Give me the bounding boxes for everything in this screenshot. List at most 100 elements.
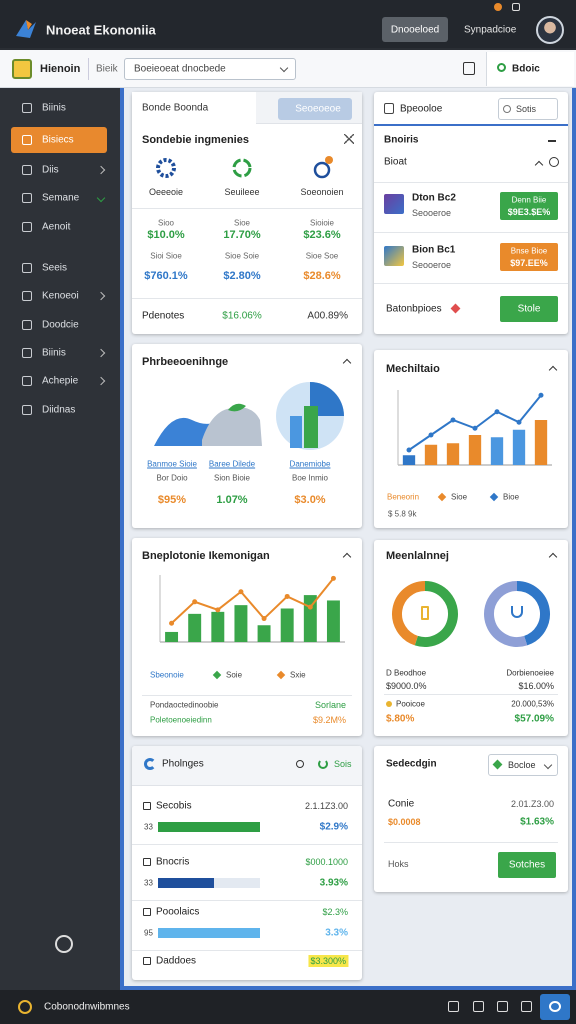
badge-label[interactable]: Bnse Bioe [510, 246, 548, 256]
legend-entry: Sioe [451, 492, 468, 502]
sidebar-item[interactable]: Bisiecs [42, 134, 74, 146]
filter-icon [503, 105, 511, 113]
badge-label[interactable]: Denn Biie [511, 195, 547, 205]
row-tag: 33 [144, 878, 153, 888]
icon-cycle [232, 158, 252, 178]
metric: $28.6% [303, 270, 341, 282]
line-point [192, 599, 198, 605]
sidebar-item[interactable]: Biinis [42, 347, 66, 359]
card-title: Bpeooloe [400, 103, 443, 115]
footer-label: Batonbpioes [386, 303, 442, 315]
sidebar-icon [22, 263, 32, 273]
chat-icon [549, 1001, 561, 1012]
badge-amount[interactable]: $97.EE% [510, 258, 548, 268]
metric: Sioe [233, 218, 251, 228]
sidebar-item[interactable]: Diis [42, 164, 59, 176]
legend-entry: Soie [226, 670, 243, 680]
sidebar-item[interactable]: Biinis [42, 102, 66, 114]
donut-chart [392, 581, 458, 647]
bar [424, 444, 438, 465]
line-point [450, 417, 456, 423]
collapse-icon[interactable] [548, 140, 556, 142]
card-title: Mechiltaio [386, 363, 440, 375]
toolbar-action-label[interactable]: Bdoic [512, 63, 540, 75]
chart-footer-value: $9.2M% [312, 715, 346, 725]
card-title: Phrbeeoenihnge [142, 356, 229, 368]
footer-icon[interactable] [473, 1001, 484, 1012]
sidebar-item[interactable]: Kenoeoi [42, 290, 79, 302]
filter-label[interactable]: Sotis [516, 104, 537, 114]
chart-note: $ 5.8 9k [388, 509, 417, 519]
select-field[interactable] [488, 754, 558, 776]
sidebar-active [11, 127, 107, 153]
donut-label: Pooicoe [396, 699, 425, 709]
item-badge[interactable] [500, 243, 558, 271]
account-name[interactable]: Synpadcioe [464, 24, 517, 36]
row-icon [143, 858, 151, 866]
bar [280, 608, 294, 642]
row-name: Pooolaics [156, 906, 200, 918]
footer-icon[interactable] [448, 1001, 459, 1012]
sidebar-icon [22, 348, 32, 358]
download-label[interactable]: Dnooeloed [390, 24, 440, 36]
line-series [170, 577, 335, 624]
donut-chart [484, 581, 550, 647]
setting-date: 2.01.Z3.00 [510, 799, 554, 809]
filter-label[interactable]: Sois [334, 759, 352, 769]
chart-plot [159, 575, 345, 643]
save-label[interactable]: Sotches [508, 859, 546, 871]
sidebar-icon [22, 165, 32, 175]
search-label[interactable]: Seoeoeoe [295, 103, 341, 115]
bar [512, 429, 526, 465]
metric: $10.0% [147, 229, 185, 241]
tab-label[interactable]: Bonde Boonda [142, 102, 209, 114]
divider [132, 844, 362, 845]
sidebar-icon [22, 135, 32, 145]
top-bar [0, 0, 576, 48]
line-point [261, 616, 267, 622]
row-name: Daddoes [156, 955, 197, 967]
toolbar-icon [12, 59, 32, 79]
badge-amount[interactable]: $9E3.$E% [507, 207, 551, 217]
avatar[interactable] [536, 16, 564, 44]
download-button[interactable] [382, 17, 448, 42]
sidebar-item[interactable]: Semane [42, 192, 80, 204]
refresh-icon [318, 759, 328, 769]
chart-footer-value: Sorlane [314, 700, 346, 710]
row-meta: $3.300% [308, 955, 348, 967]
sidebar-item[interactable]: Seeis [42, 262, 68, 274]
item-name: Dton Bc2 [412, 192, 456, 204]
footer-icon[interactable] [497, 1001, 508, 1012]
donut-value: $57.09% [514, 713, 554, 725]
section-subtitle: Bioat [384, 156, 407, 168]
action-label[interactable]: Stole [517, 303, 541, 315]
overview-label: Baree Dilede [208, 459, 256, 469]
metric: Sioe Soe [305, 251, 339, 261]
action-button[interactable] [500, 296, 558, 322]
sidebar-item[interactable]: Aenoit [42, 221, 71, 233]
bar [402, 455, 416, 465]
card [132, 92, 362, 334]
row-meta: $2.3% [322, 907, 348, 917]
select-field[interactable] [124, 58, 296, 80]
sidebar-icon [22, 376, 32, 386]
select-value[interactable]: Boeieoeat dnocbede [134, 63, 226, 75]
summary-icons [156, 156, 333, 179]
sidebar-item[interactable]: Diidnas [42, 404, 76, 416]
donut-center-icon [511, 606, 523, 618]
sidebar-item[interactable]: Achepie [42, 375, 79, 387]
sidebar-item[interactable]: Doodcie [42, 319, 79, 331]
donut-label: $9000.0% [386, 681, 427, 691]
footer-icon[interactable] [521, 1001, 532, 1012]
search-button[interactable] [278, 98, 352, 120]
select-value[interactable]: Bocloe [508, 760, 536, 770]
icon-label: Soeonoien [300, 187, 344, 197]
item-badge[interactable] [500, 192, 558, 220]
filter-select[interactable] [498, 98, 558, 120]
footer-text: Cobonodnwibmnes [44, 1001, 130, 1013]
close-icon[interactable] [344, 134, 354, 144]
status-icon [512, 3, 520, 11]
row-value: 3.3% [325, 927, 348, 939]
overview-illustration [154, 382, 344, 450]
save-button[interactable] [498, 852, 556, 878]
